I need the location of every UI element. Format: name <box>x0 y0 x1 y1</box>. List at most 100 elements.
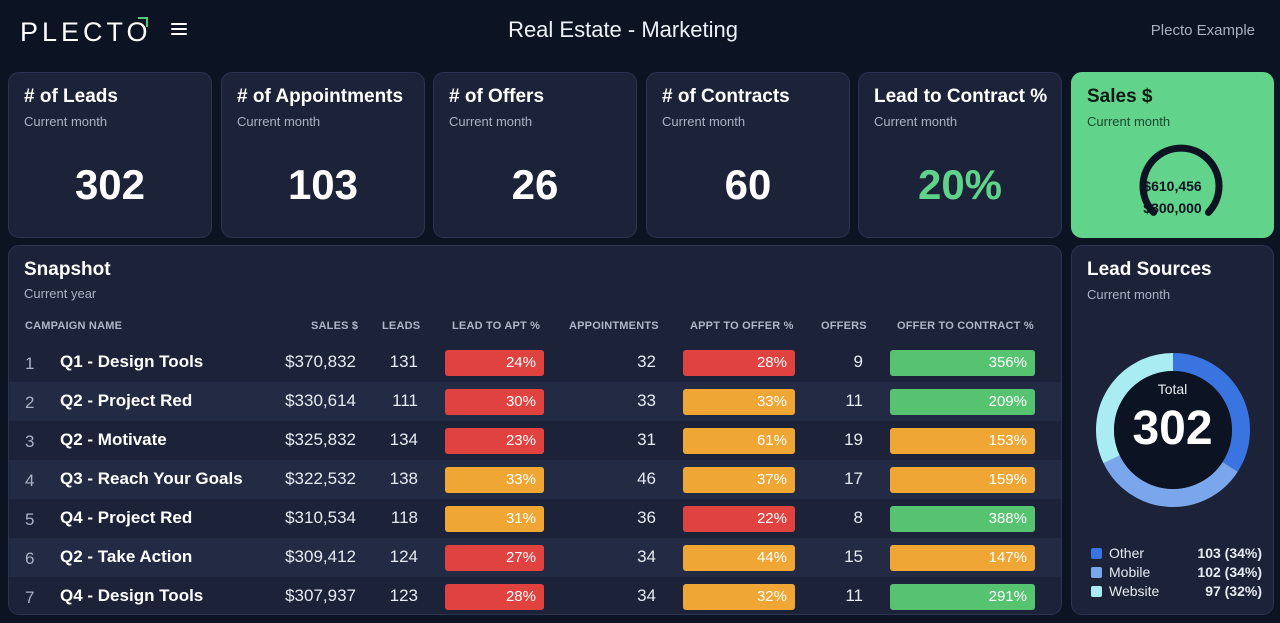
sales-cell: $310,534 <box>285 508 356 527</box>
lead-to-apt-pill: 23% <box>445 428 544 454</box>
appt-to-offer-pill: 32% <box>683 584 795 610</box>
campaign-name: Q2 - Motivate <box>60 430 167 449</box>
campaign-name: Q2 - Take Action <box>60 547 193 566</box>
panel-subtitle: Current year <box>24 286 97 301</box>
table-row[interactable]: 7 Q4 - Design Tools $307,937 123 28% 34 32% 11 2… <box>9 577 1061 614</box>
table-row[interactable]: 2 Q2 - Project Red $330,614 111 30% 33 33% 11 20… <box>9 382 1061 421</box>
card-subtitle: Current month <box>662 114 746 129</box>
appointments-cell: 34 <box>637 547 656 566</box>
card-subtitle: Current month <box>1087 114 1171 129</box>
legend-swatch <box>1091 586 1102 597</box>
col-appointments[interactable]: APPOINTMENTS <box>569 320 659 332</box>
col-lead-to-apt[interactable]: LEAD TO APT % <box>452 320 541 332</box>
appointments-cell: 32 <box>637 352 656 371</box>
row-rank: 7 <box>25 588 35 607</box>
top-bar: PLECTO Real Estate - Marketing Plecto Ex… <box>0 0 1280 64</box>
legend-swatch <box>1091 548 1102 559</box>
kpi-value: 103 <box>287 161 359 208</box>
row-rank: 5 <box>25 510 35 529</box>
card-title: Sales $ <box>1087 86 1153 107</box>
donut-total-value: 302 <box>1132 402 1213 455</box>
lead-to-apt-pill: 33% <box>445 467 544 493</box>
leads-cell: 134 <box>389 430 418 449</box>
table-row[interactable]: 5 Q4 - Project Red $310,534 118 31% 36 22% 8 388… <box>9 499 1061 538</box>
lead-to-apt-pill: 24% <box>445 350 544 376</box>
donut-hole <box>1114 371 1232 489</box>
table-row[interactable]: 4 Q3 - Reach Your Goals $322,532 138 33% 46 37… <box>9 460 1061 499</box>
appointments-cell: 36 <box>637 508 656 527</box>
donut-slice-other[interactable] <box>1172 353 1250 472</box>
leads-cell: 124 <box>389 547 418 566</box>
col-offer-to-contract[interactable]: OFFER TO CONTRACT % <box>897 320 1034 332</box>
kpi-card-leads[interactable]: # of Leads Current month 302 <box>8 72 212 238</box>
lead-to-apt-pill: 27% <box>445 545 544 571</box>
appt-to-offer-pill: 28% <box>683 350 795 376</box>
legend-value: 103 (34%) <box>1197 545 1262 561</box>
offers-cell: 17 <box>844 469 863 488</box>
logo: PLECTO <box>20 17 152 47</box>
offers-cell: 15 <box>844 547 863 566</box>
offers-cell: 11 <box>845 586 863 605</box>
col-sales[interactable]: SALES $ <box>311 320 359 332</box>
legend-value: 97 (32%) <box>1205 583 1262 599</box>
leads-cell: 123 <box>389 586 418 605</box>
sales-cell: $370,832 <box>285 352 356 371</box>
donut-slice-website[interactable] <box>1096 353 1174 464</box>
panel-title: Snapshot <box>24 259 111 280</box>
appt-to-offer-pill: 37% <box>683 467 795 493</box>
logo-mark-icon <box>138 17 148 27</box>
kpi-card-offers[interactable]: # of Offers Current month 26 <box>433 72 637 238</box>
kpi-card-contracts[interactable]: # of Contracts Current month 60 <box>646 72 850 238</box>
appt-to-offer-pill: 33% <box>683 389 795 415</box>
campaign-name: Q1 - Design Tools <box>60 352 204 371</box>
gauge-inner-ring <box>1149 154 1213 208</box>
account-name[interactable]: Plecto Example <box>1150 22 1255 39</box>
campaign-name: Q3 - Reach Your Goals <box>60 469 243 488</box>
sales-value: $610,456 <box>1143 178 1202 194</box>
hamburger-menu-icon[interactable] <box>171 23 187 37</box>
table-row[interactable]: 6 Q2 - Take Action $309,412 124 27% 34 44% 15 14… <box>9 538 1061 577</box>
card-title: # of Leads <box>24 86 118 107</box>
kpi-card-lead-to-contract[interactable]: Lead to Contract % Current month 20% <box>858 72 1062 238</box>
table-row[interactable]: 1 Q1 - Design Tools $370,832 131 24% 32 28% 9 35… <box>9 343 1061 382</box>
row-rank: 3 <box>25 432 35 451</box>
panel-title: Lead Sources <box>1087 259 1212 280</box>
card-title: # of Contracts <box>662 86 790 107</box>
offers-cell: 8 <box>853 508 863 527</box>
row-rank: 2 <box>25 393 35 412</box>
offer-to-contract-pill: 153% <box>890 428 1035 454</box>
legend-label: Website <box>1109 583 1160 599</box>
legend-item-other[interactable]: Other 103 (34%) <box>1090 545 1262 564</box>
panel-subtitle: Current month <box>1087 287 1171 302</box>
col-offers[interactable]: OFFERS <box>821 320 867 332</box>
donut-slice-mobile[interactable] <box>1103 455 1238 507</box>
leads-cell: 118 <box>390 508 418 527</box>
row-rank: 4 <box>25 471 35 490</box>
legend-item-website[interactable]: Website 97 (32%) <box>1090 583 1262 602</box>
offers-cell: 19 <box>844 430 863 449</box>
kpi-card-sales[interactable]: Sales $ Current month $610,456 $300,000 <box>1071 72 1274 238</box>
col-campaign-name[interactable]: CAMPAIGN NAME <box>25 320 123 332</box>
col-leads[interactable]: LEADS <box>382 320 421 332</box>
campaign-name: Q4 - Project Red <box>60 508 193 527</box>
appointments-cell: 31 <box>637 430 656 449</box>
gauge-fill <box>1139 144 1223 216</box>
lead-to-apt-pill: 30% <box>445 389 544 415</box>
appointments-cell: 33 <box>637 391 656 410</box>
kpi-value: 26 <box>511 161 559 208</box>
sales-gauge <box>1139 144 1223 216</box>
sales-cell: $309,412 <box>285 547 356 566</box>
offer-to-contract-pill: 159% <box>890 467 1035 493</box>
table-row[interactable]: 3 Q2 - Motivate $325,832 134 23% 31 61% 19 153% <box>9 421 1061 460</box>
card-subtitle: Current month <box>874 114 958 129</box>
lead-sources-panel: Lead Sources Current month Total 302 Oth… <box>1071 245 1274 615</box>
col-appt-to-offer[interactable]: APPT TO OFFER % <box>690 320 794 332</box>
kpi-card-appointments[interactable]: # of Appointments Current month 103 <box>221 72 425 238</box>
card-title: # of Offers <box>449 86 545 107</box>
offers-cell: 9 <box>853 352 863 371</box>
kpi-value: 20% <box>917 161 1003 208</box>
legend-item-mobile[interactable]: Mobile 102 (34%) <box>1090 564 1262 583</box>
row-rank: 1 <box>25 354 35 373</box>
offer-to-contract-pill: 291% <box>890 584 1035 610</box>
leads-cell: 138 <box>389 469 418 488</box>
